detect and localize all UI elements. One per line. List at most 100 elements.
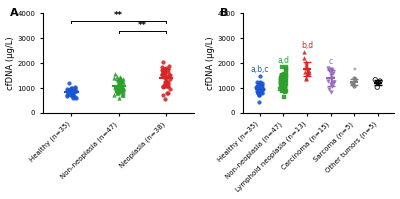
Point [166,64,172,67]
Text: a,b,c: a,b,c [250,65,269,74]
Point [254,89,260,93]
Point [277,76,284,79]
Point [162,84,168,87]
Point [278,77,284,81]
Point [278,78,285,81]
Point [158,72,165,75]
Point [120,86,126,89]
Point [279,66,286,69]
Point [280,76,286,79]
Point [66,92,72,95]
Point [281,76,287,79]
Y-axis label: cfDNA (µg/L): cfDNA (µg/L) [206,36,214,90]
Point [255,86,262,89]
Point [302,76,309,79]
Point [162,85,168,88]
Point [160,70,167,73]
Point [305,69,311,72]
Point [117,83,123,87]
Point [256,91,262,95]
Point [279,79,286,83]
Point [119,88,126,91]
Point [256,81,262,85]
Point [66,81,72,84]
Point [374,86,380,89]
Point [256,85,262,89]
Point [281,74,287,77]
Point [302,61,309,64]
Point [283,69,289,72]
Point [162,81,168,84]
Point [253,86,260,89]
Point [116,87,122,90]
Point [258,84,264,87]
Point [278,80,284,83]
Point [64,94,70,98]
Point [69,87,76,90]
Point [118,78,124,81]
Point [165,80,172,83]
Point [162,77,168,80]
Point [160,71,167,75]
Point [66,88,73,92]
Point [255,91,261,94]
Point [118,87,124,91]
Point [256,94,262,97]
Point [69,90,76,93]
Point [281,78,287,81]
Point [64,88,70,91]
Point [112,86,118,89]
Point [68,95,75,98]
Point [70,95,76,98]
Point [159,65,166,69]
Point [255,85,261,88]
Point [281,95,287,99]
Point [120,90,127,93]
Point [160,85,166,88]
Point [72,95,78,98]
Point [165,85,172,88]
Point [280,89,286,92]
Point [303,66,309,69]
Point [257,89,264,92]
Point [116,90,123,93]
Point [120,80,126,83]
Point [278,81,284,85]
Point [160,61,166,64]
Point [351,77,357,80]
Point [116,80,122,83]
Point [283,73,289,77]
Point [68,88,74,92]
Point [117,81,123,84]
Point [301,51,308,54]
Point [282,73,288,76]
Point [328,83,334,86]
Point [256,81,262,84]
Point [282,86,288,89]
Point [281,85,288,89]
Point [161,82,168,86]
Point [377,79,383,83]
Point [164,67,171,70]
Point [69,90,75,93]
Point [256,85,263,88]
Point [258,86,265,89]
Point [278,74,285,77]
Point [282,75,288,78]
Point [280,77,286,80]
Point [115,92,121,95]
Point [254,85,260,88]
Point [158,68,165,71]
Point [113,90,120,93]
Text: a,d: a,d [277,56,289,65]
Point [68,92,74,96]
Point [328,85,335,88]
Point [328,90,334,94]
Point [116,97,122,100]
Point [164,91,171,94]
Point [117,76,123,80]
Point [254,90,261,93]
Point [282,77,288,80]
Point [306,71,312,74]
Point [325,66,331,69]
